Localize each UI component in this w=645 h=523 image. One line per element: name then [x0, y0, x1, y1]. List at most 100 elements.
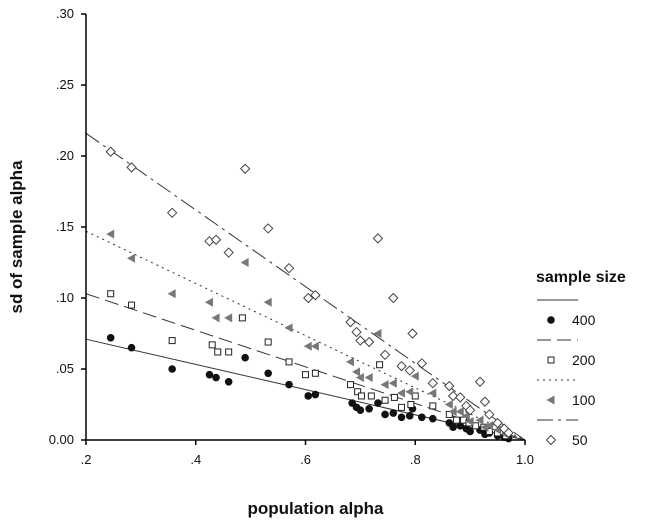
x-tick-label-1: .4 — [190, 452, 201, 467]
y-tick-label-5: .25 — [56, 77, 74, 92]
legend-title: sample size — [536, 269, 626, 286]
point-400-5 — [224, 377, 233, 386]
y-tick-label-3: .15 — [56, 219, 74, 234]
point-100-9 — [303, 341, 312, 351]
point-400-22 — [429, 414, 437, 423]
point-100-6 — [240, 258, 249, 267]
point-400-8 — [285, 380, 293, 389]
point-100-3 — [204, 297, 213, 307]
point-400-10 — [311, 390, 320, 399]
point-200-11 — [346, 381, 354, 389]
point-100-2 — [167, 289, 176, 299]
point-100-11 — [345, 357, 354, 367]
y-axis-title: sd of sample alpha — [7, 160, 26, 314]
point-400-18 — [397, 413, 406, 422]
point-200-14 — [367, 392, 375, 400]
point-200-21 — [429, 402, 437, 410]
point-400-27 — [466, 427, 474, 436]
point-400-16 — [381, 410, 389, 419]
point-100-10 — [310, 341, 319, 351]
point-100-0 — [106, 229, 115, 239]
point-100-14 — [364, 373, 373, 383]
point-50-12 — [351, 326, 362, 338]
point-200-3 — [208, 341, 216, 349]
series-400 — [106, 333, 513, 443]
legend-label-400: 400 — [572, 312, 596, 328]
point-50-20 — [407, 328, 418, 339]
point-400-3 — [205, 370, 214, 379]
legend-label-50: 50 — [572, 432, 588, 448]
point-50-17 — [388, 292, 399, 304]
point-200-15 — [376, 361, 384, 369]
point-50-23 — [444, 380, 455, 392]
legend-label-100: 100 — [572, 392, 596, 408]
point-200-4 — [214, 348, 222, 356]
x-tick-label-0: .2 — [81, 452, 92, 467]
x-tick-label-3: .8 — [410, 452, 421, 467]
y-tick-label-4: .20 — [56, 148, 74, 163]
point-100-22 — [444, 400, 453, 409]
point-100-23 — [448, 407, 457, 417]
point-200-20 — [411, 392, 419, 400]
point-100-24 — [455, 407, 464, 417]
point-100-17 — [388, 378, 397, 388]
point-200-23 — [452, 416, 460, 424]
series-100 — [106, 229, 510, 439]
point-400-21 — [418, 413, 426, 422]
point-200-16 — [381, 396, 389, 404]
point-100-1 — [127, 253, 136, 263]
point-200-5 — [225, 348, 233, 356]
point-400-4 — [212, 373, 220, 382]
point-400-19 — [405, 412, 414, 420]
plot-area — [85, 132, 526, 443]
axes: .2 .4 .6 .8 1.0 0.00 .05 .10 .15 .20 .25 .30 — [49, 6, 534, 467]
point-200-0 — [107, 290, 115, 298]
point-50-7 — [262, 223, 274, 234]
y-tick-label-1: .05 — [56, 361, 74, 376]
point-50-9 — [303, 292, 314, 304]
x-tick-label-4: 1.0 — [516, 452, 534, 467]
legend-marker-400 — [547, 316, 555, 324]
point-100-12 — [352, 367, 361, 377]
point-200-2 — [168, 337, 176, 345]
point-100-16 — [380, 380, 389, 390]
point-400-17 — [389, 409, 398, 417]
point-50-11 — [345, 316, 356, 328]
point-50-21 — [416, 358, 428, 369]
x-axis-title: population alpha — [248, 499, 385, 518]
point-200-6 — [238, 314, 246, 322]
point-50-4 — [210, 234, 222, 245]
fit-line-100 — [85, 230, 526, 441]
point-100-30 — [493, 425, 502, 435]
point-400-0 — [106, 333, 115, 342]
point-200-19 — [407, 401, 415, 408]
point-50-31 — [492, 417, 503, 429]
legend-marker-50 — [545, 434, 557, 446]
y-tick-label-0: 0.00 — [49, 432, 74, 447]
y-tick-label-2: .10 — [56, 290, 74, 305]
point-50-29 — [479, 396, 491, 407]
point-200-26 — [472, 422, 480, 430]
point-100-25 — [461, 411, 470, 421]
legend-label-200: 200 — [572, 352, 596, 368]
point-50-2 — [166, 207, 178, 219]
point-50-25 — [455, 392, 466, 403]
point-50-24 — [447, 390, 459, 402]
point-50-8 — [283, 262, 295, 274]
point-50-5 — [223, 247, 234, 258]
point-100-4 — [211, 313, 220, 323]
point-50-10 — [310, 289, 321, 301]
point-200-10 — [311, 369, 319, 377]
point-400-24 — [449, 423, 457, 432]
point-50-30 — [484, 409, 495, 420]
point-50-14 — [363, 336, 375, 348]
point-200-17 — [390, 393, 398, 401]
point-100-5 — [224, 313, 233, 323]
point-50-33 — [503, 427, 514, 439]
point-50-28 — [474, 376, 486, 387]
legend-marker-100 — [546, 395, 555, 405]
y-tick-label-6: .30 — [56, 6, 74, 21]
point-100-26 — [465, 417, 474, 427]
legend: sample size 400 200 100 50 — [536, 269, 626, 448]
point-100-20 — [410, 371, 419, 381]
